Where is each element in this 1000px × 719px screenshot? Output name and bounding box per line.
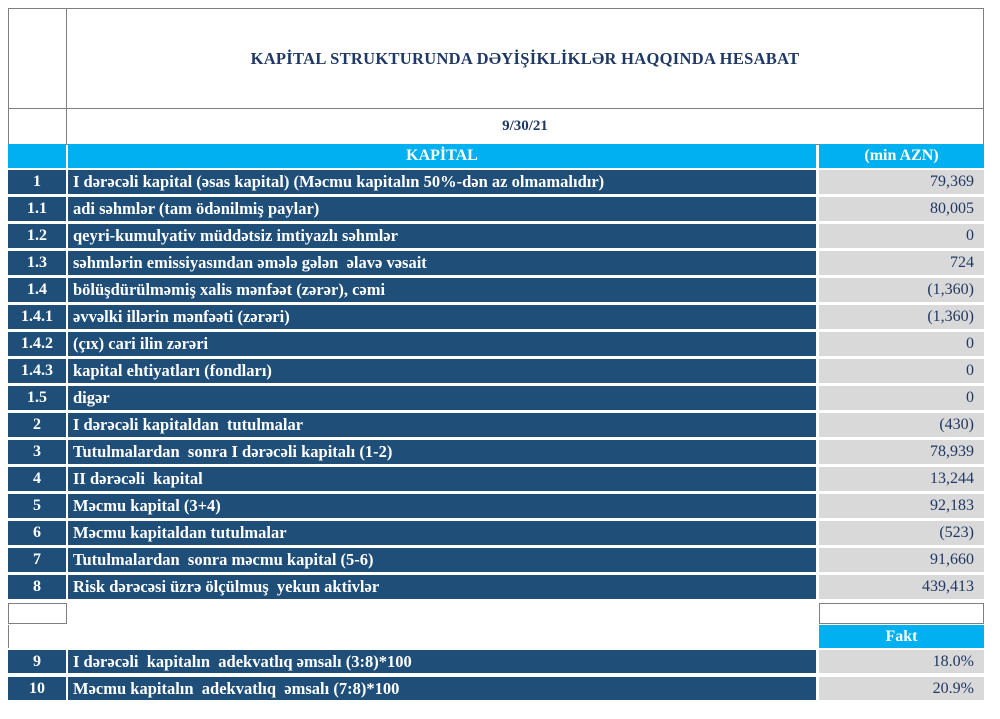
row-number-cell: 1.4.3 <box>8 359 66 383</box>
fakt-header-cell: Fakt <box>819 625 984 648</box>
table-row: 3 Tutulmalardan sonra I dərəcəli kapital… <box>8 440 984 464</box>
row-label-cell: Məcmu kapitalın adekvatlıq əmsalı (7:8)*… <box>68 677 816 700</box>
table-row: 1.1 adi səhmlər (tam ödənilmiş paylar) 8… <box>8 197 984 221</box>
row-value-cell: (523) <box>819 521 984 545</box>
table-row: 9 I dərəcəli kapitalın adekvatlıq əmsalı… <box>8 650 984 673</box>
table-left-border <box>8 625 9 648</box>
table-row: 1.4.1 əvvəlki illərin mənfəəti (zərəri) … <box>8 305 984 329</box>
row-value-cell: 91,660 <box>819 548 984 572</box>
row-value-cell: 92,183 <box>819 494 984 518</box>
table-row: 1.4 bölüşdürülməmiş xalis mənfəət (zərər… <box>8 278 984 302</box>
row-number-cell: 1.4.2 <box>8 332 66 356</box>
table-row: 2 I dərəcəli kapitaldan tutulmalar (430) <box>8 413 984 437</box>
row-number-cell: 1.4 <box>8 278 66 302</box>
header-corner-cell <box>8 8 67 109</box>
row-label-cell: digər <box>68 386 816 410</box>
column-header-number-cell <box>8 144 66 168</box>
row-number-cell: 1.3 <box>8 251 66 275</box>
row-number-cell: 1.5 <box>8 386 66 410</box>
row-value-cell: 79,369 <box>819 170 984 194</box>
row-number-cell: 1.1 <box>8 197 66 221</box>
row-number-cell: 5 <box>8 494 66 518</box>
date-cell: 9/30/21 <box>66 108 984 145</box>
row-number-cell: 2 <box>8 413 66 437</box>
row-value-cell: 80,005 <box>819 197 984 221</box>
row-number-cell: 8 <box>8 575 66 599</box>
gap-value-cell <box>819 603 984 624</box>
row-label-cell: II dərəcəli kapital <box>68 467 816 491</box>
row-number-cell: 6 <box>8 521 66 545</box>
row-number-cell: 1.4.1 <box>8 305 66 329</box>
row-value-cell: (1,360) <box>819 278 984 302</box>
row-value-cell: 0 <box>819 332 984 356</box>
table-row: 1.4.3 kapital ehtiyatları (fondları) 0 <box>8 359 984 383</box>
table-row: 6 Məcmu kapitaldan tutulmalar (523) <box>8 521 984 545</box>
row-label-cell: Məcmu kapital (3+4) <box>68 494 816 518</box>
row-value-cell: 78,939 <box>819 440 984 464</box>
row-label-cell: əvvəlki illərin mənfəəti (zərəri) <box>68 305 816 329</box>
table-row: 1.4.2 (çıx) cari ilin zərəri 0 <box>8 332 984 356</box>
row-number-cell: 1 <box>8 170 66 194</box>
date-corner-cell <box>8 108 67 145</box>
row-value-cell: (1,360) <box>819 305 984 329</box>
row-number-cell: 4 <box>8 467 66 491</box>
table-row: 5 Məcmu kapital (3+4) 92,183 <box>8 494 984 518</box>
table-row: 1.3 səhmlərin emissiyasından əmələ gələn… <box>8 251 984 275</box>
row-label-cell: Tutulmalardan sonra I dərəcəli kapitalı … <box>68 440 816 464</box>
row-value-cell: 13,244 <box>819 467 984 491</box>
row-value-cell: (430) <box>819 413 984 437</box>
row-label-cell: səhmlərin emissiyasından əmələ gələn əla… <box>68 251 816 275</box>
table-row: 1 I dərəcəli kapital (əsas kapital) (Məc… <box>8 170 984 194</box>
row-number-cell: 7 <box>8 548 66 572</box>
row-value-cell: 439,413 <box>819 575 984 599</box>
report-date: 9/30/21 <box>502 118 548 134</box>
table-row: 7 Tutulmalardan sonra məcmu kapital (5-6… <box>8 548 984 572</box>
gap-number-cell <box>8 603 67 624</box>
row-label-cell: Tutulmalardan sonra məcmu kapital (5-6) <box>68 548 816 572</box>
row-value-cell: 20.9% <box>819 677 984 700</box>
row-label-cell: Risk dərəcəsi üzrə ölçülmuş yekun aktivl… <box>68 575 816 599</box>
row-number-cell: 10 <box>8 677 66 700</box>
row-number-cell: 9 <box>8 650 66 673</box>
row-value-cell: 18.0% <box>819 650 984 673</box>
column-header-kapital: KAPİTAL <box>68 144 816 168</box>
row-label-cell: Məcmu kapitaldan tutulmalar <box>68 521 816 545</box>
adequacy-ratio-table-body: 9 I dərəcəli kapitalın adekvatlıq əmsalı… <box>8 650 984 704</box>
table-row: 10 Məcmu kapitalın adekvatlıq əmsalı (7:… <box>8 677 984 700</box>
table-row: 1.2 qeyri-kumulyativ müddətsiz imtiyazlı… <box>8 224 984 248</box>
row-value-cell: 0 <box>819 224 984 248</box>
table-row: 4 II dərəcəli kapital 13,244 <box>8 467 984 491</box>
row-label-cell: (çıx) cari ilin zərəri <box>68 332 816 356</box>
row-value-cell: 0 <box>819 386 984 410</box>
row-label-cell: I dərəcəli kapital (əsas kapital) (Məcmu… <box>68 170 816 194</box>
row-number-cell: 1.2 <box>8 224 66 248</box>
row-label-cell: bölüşdürülməmiş xalis mənfəət (zərər), c… <box>68 278 816 302</box>
row-label-cell: I dərəcəli kapitaldan tutulmalar <box>68 413 816 437</box>
column-header-unit: (min AZN) <box>819 144 984 168</box>
page-title: KAPİTAL STRUKTURUNDA DƏYİŞİKLİKLƏR HAQQI… <box>250 48 800 68</box>
row-label-cell: kapital ehtiyatları (fondları) <box>68 359 816 383</box>
table-row: 8 Risk dərəcəsi üzrə ölçülmuş yekun akti… <box>8 575 984 599</box>
row-label-cell: adi səhmlər (tam ödənilmiş paylar) <box>68 197 816 221</box>
capital-table-body: 1 I dərəcəli kapital (əsas kapital) (Məc… <box>8 170 984 602</box>
title-cell: KAPİTAL STRUKTURUNDA DƏYİŞİKLİKLƏR HAQQI… <box>66 8 984 109</box>
row-value-cell: 724 <box>819 251 984 275</box>
row-value-cell: 0 <box>819 359 984 383</box>
row-label-cell: qeyri-kumulyativ müddətsiz imtiyazlı səh… <box>68 224 816 248</box>
row-number-cell: 3 <box>8 440 66 464</box>
row-label-cell: I dərəcəli kapitalın adekvatlıq əmsalı (… <box>68 650 816 673</box>
table-row: 1.5 digər 0 <box>8 386 984 410</box>
